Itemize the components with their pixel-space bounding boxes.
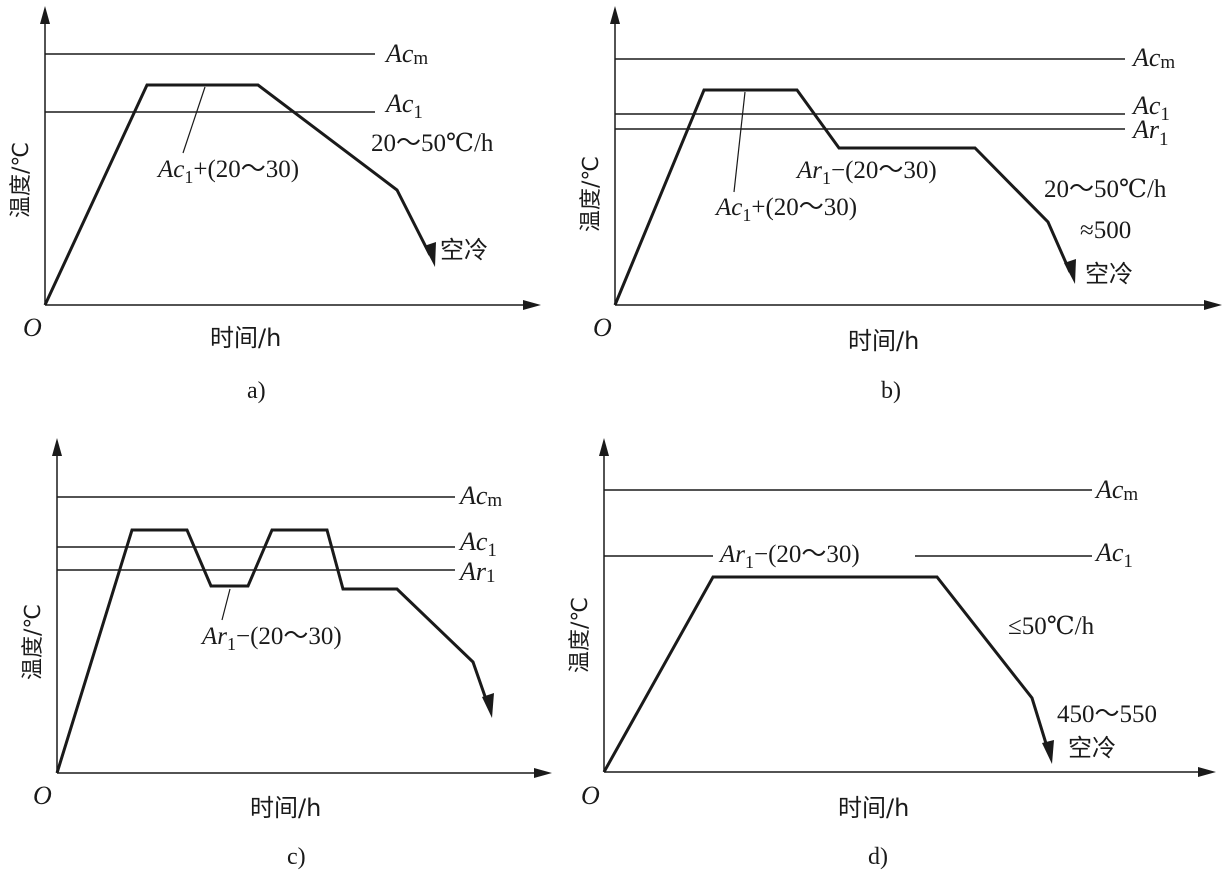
hold2-label: Ar1−(20～30) — [795, 157, 937, 188]
origin-label: O — [593, 313, 612, 342]
ref-label-ar1: Ar1 — [458, 557, 496, 587]
process-curve — [43, 83, 432, 306]
panel-caption: c) — [287, 844, 306, 870]
hold-leader — [221, 588, 231, 621]
cool-label: 空冷 — [1085, 260, 1133, 288]
panel-c: Acm Ac1 Ar1 Ar1−(20～30) O 时间/h 温度/℃ c) — [21, 438, 552, 870]
y-axis-arrow — [610, 6, 620, 24]
temp-label: 450～550 — [1057, 701, 1157, 728]
ref-label-acm: Acm — [384, 39, 428, 69]
panel-d: Acm Ac1 Ar1−(20～30) ≤50℃/h 450～550 空冷 O … — [568, 438, 1216, 870]
origin-label: O — [33, 781, 52, 810]
y-axis-arrow — [599, 438, 609, 456]
panel-b: Acm Ac1 Ar1 Ar1−(20～30) Ac1+(20～30) 20～5… — [579, 6, 1222, 404]
cool-arrow-head — [482, 693, 494, 718]
cool-label: 空冷 — [1068, 734, 1116, 762]
x-axis-label: 时间/h — [210, 324, 281, 352]
ref-label-ac1: Ac1 — [1131, 91, 1170, 125]
hold-leader — [182, 86, 206, 154]
hold-label: Ar1−(20～30) — [200, 623, 342, 654]
cool-arrow-head — [1064, 259, 1076, 284]
y-axis-arrow — [52, 438, 62, 456]
cool-arrow-head — [1042, 740, 1054, 764]
y-axis-arrow — [40, 6, 50, 24]
x-axis-arrow — [534, 768, 552, 778]
y-axis-label: 温度/℃ — [568, 597, 593, 673]
ref-label-acm: Acm — [1131, 43, 1175, 73]
ref-label-ac1: Ac1 — [384, 89, 423, 123]
hold-label: Ac1+(20～30) — [156, 156, 299, 187]
x-axis-arrow — [1198, 767, 1216, 777]
y-axis-label: 温度/℃ — [9, 142, 34, 218]
ref-label-ac1: Ac1 — [458, 527, 497, 561]
process-curve — [55, 528, 490, 774]
x-axis-arrow — [523, 300, 541, 310]
x-axis-label: 时间/h — [250, 794, 321, 822]
panel-caption: b) — [881, 378, 901, 404]
y-axis-label: 温度/℃ — [21, 604, 46, 680]
hold-leader — [733, 91, 746, 193]
rate-label: 20～50℃/h — [1044, 176, 1167, 203]
x-axis-arrow — [1204, 300, 1222, 310]
process-curve — [613, 88, 1072, 306]
origin-label: O — [23, 313, 42, 342]
ref-label-acm: Acm — [458, 481, 502, 511]
cool-label: 空冷 — [440, 236, 488, 264]
y-axis-label: 温度/℃ — [579, 156, 604, 232]
hold-label: Ar1−(20～30) — [718, 541, 860, 572]
panel-caption: a) — [247, 378, 266, 404]
rate-label: 20～50℃/h — [371, 130, 494, 157]
ref-label-ar1: Ar1 — [1131, 115, 1169, 150]
hold1-label: Ac1+(20～30) — [714, 194, 857, 225]
x-axis-label: 时间/h — [848, 327, 919, 355]
cool-arrow-head — [424, 242, 436, 267]
x-axis-label: 时间/h — [838, 794, 909, 822]
ref-label-acm: Acm — [1094, 475, 1138, 505]
process-curve — [602, 575, 1050, 773]
origin-label: O — [581, 781, 600, 810]
ref-label-ac1: Ac1 — [1094, 538, 1133, 572]
rate-label: ≤50℃/h — [1008, 613, 1095, 640]
panel-caption: d) — [868, 844, 888, 870]
panel-a: Acm Ac1 20～50℃/h Ac1+(20～30) 空冷 O 时间/h 温… — [9, 6, 541, 404]
temp-label: ≈500 — [1080, 217, 1131, 244]
